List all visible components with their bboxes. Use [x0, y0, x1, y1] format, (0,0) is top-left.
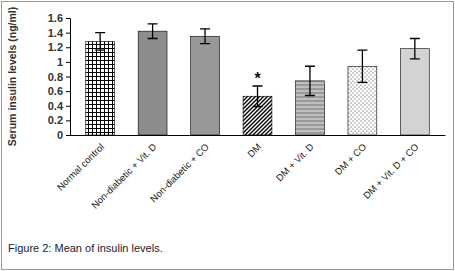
annotation: * — [254, 70, 261, 87]
x-tick: DM — [245, 135, 263, 159]
y-tick-label: 1 — [57, 56, 63, 68]
y-tick: 1.4 — [48, 27, 70, 39]
y-tick-mark — [66, 47, 70, 48]
x-tick-label: Non-diabetic + Vit. D — [89, 141, 159, 211]
error-bar — [305, 66, 315, 95]
bar — [86, 41, 115, 135]
chart: 00.20.40.60.811.21.41.6Normal controlNon… — [0, 0, 455, 271]
y-tick: 1.6 — [48, 12, 70, 24]
y-axis-line — [66, 19, 71, 136]
y-tick: 0.6 — [48, 85, 70, 97]
x-tick: Non-diabetic + Vit. D — [89, 135, 159, 211]
x-tick-label: DM — [245, 141, 263, 159]
y-tick-mark — [66, 120, 70, 121]
y-tick-mark — [66, 18, 70, 19]
y-tick-mark — [66, 91, 70, 92]
y-tick-label: 0.6 — [48, 85, 63, 97]
x-axis-line — [71, 135, 446, 136]
y-tick-mark — [66, 77, 70, 78]
x-tick: Non-diabetic + CO — [148, 135, 211, 204]
x-tick-label: DM + Vit. D + CO — [361, 141, 421, 201]
y-tick-label: 0.2 — [48, 114, 63, 126]
y-tick-mark — [66, 62, 70, 63]
figure-frame — [2, 2, 454, 270]
x-tick: DM + Vit. D — [274, 135, 316, 183]
y-tick-label: 1.2 — [48, 41, 63, 53]
x-tick-label: DM + Vit. D — [274, 141, 316, 183]
error-bar — [410, 38, 420, 58]
y-tick: 0.2 — [48, 114, 70, 126]
y-tick-label: 0.8 — [48, 71, 63, 83]
y-tick-label: 1.4 — [48, 27, 64, 39]
y-tick: 0.8 — [48, 71, 70, 83]
y-axis: 0 0.2 0.4 0.6 0.8 1 1.2 1.4 1.6 — [48, 12, 71, 141]
y-tick-label: 1.6 — [48, 12, 63, 24]
error-bar — [95, 33, 105, 51]
error-bar — [357, 50, 367, 82]
x-axis: Normal controlNon-diabetic + Vit. DNon-d… — [55, 135, 446, 211]
y-tick-mark — [66, 106, 70, 107]
x-tick: DM + Vit. D + CO — [361, 135, 421, 201]
y-tick-mark — [66, 135, 70, 136]
y-tick: 0.4 — [48, 100, 70, 112]
caption: Figure 2: Mean of insulin levels. — [8, 242, 163, 254]
x-tick-label: DM + CO — [332, 141, 368, 177]
bar — [138, 31, 167, 135]
error-bar — [253, 86, 263, 106]
bars — [86, 24, 430, 135]
x-tick-label: Non-diabetic + CO — [148, 141, 211, 204]
x-tick-label: Normal control — [55, 141, 106, 192]
y-tick-label: 0 — [57, 129, 63, 141]
x-tick: Normal control — [55, 135, 106, 193]
y-tick-mark — [66, 33, 70, 34]
y-axis-title: Serum insulin levels (ng/ml) — [6, 7, 18, 146]
bar — [191, 36, 220, 135]
y-tick: 1 — [57, 56, 70, 68]
x-tick: DM + CO — [332, 135, 368, 177]
y-tick: 0 — [57, 129, 70, 141]
y-tick: 1.2 — [48, 41, 70, 53]
y-tick-label: 0.4 — [48, 100, 64, 112]
error-bar — [148, 24, 158, 39]
error-bar — [200, 29, 210, 44]
bar — [400, 49, 429, 135]
